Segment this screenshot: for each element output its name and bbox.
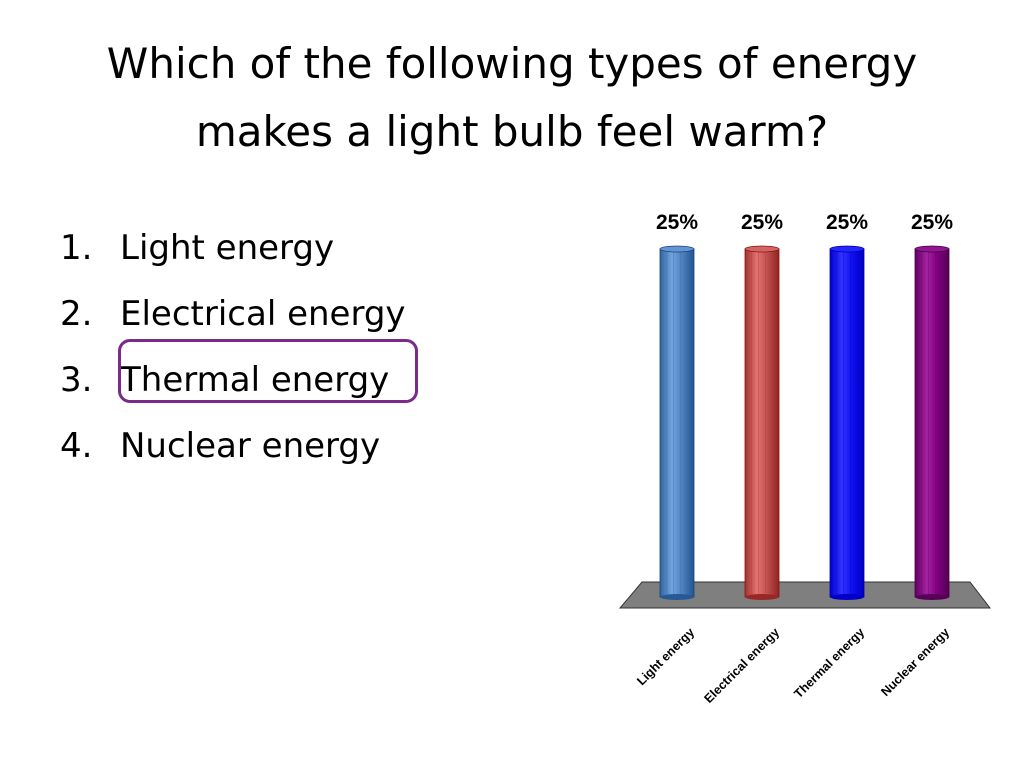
answer-option-number: 3. bbox=[60, 360, 93, 400]
answer-option-3[interactable]: 3. Thermal energy bbox=[60, 347, 406, 413]
bar-base-cap bbox=[915, 594, 949, 600]
bar-2 bbox=[744, 245, 780, 600]
bar-data-label: 25% bbox=[656, 211, 698, 234]
slide-title-line-2: makes a light bulb feel warm? bbox=[195, 107, 829, 156]
answer-option-number: 2. bbox=[60, 294, 93, 334]
bar-body bbox=[914, 248, 950, 598]
bar-body bbox=[659, 248, 695, 598]
answer-options-list: 1. Light energy 2. Electrical energy 3. The… bbox=[60, 215, 406, 479]
answer-option-label: Light energy bbox=[120, 228, 335, 268]
answer-option-label: Nuclear energy bbox=[120, 426, 381, 466]
bar-data-label: 25% bbox=[741, 211, 783, 234]
answer-option-2[interactable]: 2. Electrical energy bbox=[60, 281, 406, 347]
category-tick-label: Nuclear energy bbox=[878, 625, 952, 699]
bar-3 bbox=[829, 245, 865, 600]
bar-base-cap bbox=[745, 594, 779, 600]
bar-data-label: 25% bbox=[826, 211, 868, 234]
bar-top-cap bbox=[744, 245, 780, 253]
slide-title: Which of the following types of energy m… bbox=[20, 30, 1004, 166]
bar-data-label: 25% bbox=[911, 211, 953, 234]
answer-option-number: 4. bbox=[60, 426, 93, 466]
answer-option-label: Thermal energy bbox=[120, 360, 390, 400]
answer-option-number: 1. bbox=[60, 228, 93, 268]
correct-answer-highlight-box bbox=[118, 339, 418, 403]
bar-4 bbox=[914, 245, 950, 600]
answer-option-1[interactable]: 1. Light energy bbox=[60, 215, 406, 281]
category-tick-label: Thermal energy bbox=[791, 625, 867, 701]
slide-title-line-1: Which of the following types of energy bbox=[106, 39, 918, 88]
answer-option-4[interactable]: 4. Nuclear energy bbox=[60, 413, 406, 479]
bar-body bbox=[744, 248, 780, 598]
bar-base-cap bbox=[660, 594, 694, 600]
bar-body bbox=[829, 248, 865, 598]
category-tick-label: Light energy bbox=[634, 625, 697, 688]
answer-option-label: Electrical energy bbox=[120, 294, 406, 334]
bar-base-cap bbox=[830, 594, 864, 600]
bar-top-cap bbox=[914, 245, 950, 253]
bar-1 bbox=[659, 245, 695, 600]
bar-top-cap bbox=[659, 245, 695, 253]
category-tick-label: Electrical energy bbox=[701, 625, 782, 706]
response-bar-chart: 25% Light energy 25% Electrical energy 25% Th… bbox=[618, 211, 992, 706]
bar-top-cap bbox=[829, 245, 865, 253]
